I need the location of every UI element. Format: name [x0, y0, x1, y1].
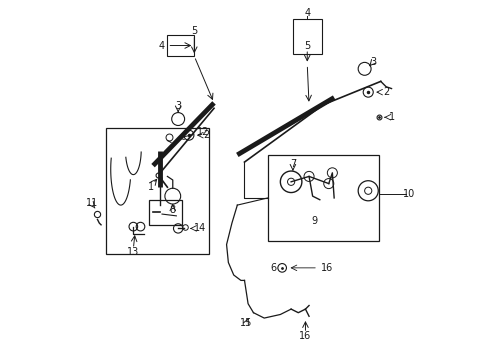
- Text: 1: 1: [387, 112, 394, 122]
- Text: 7: 7: [289, 159, 295, 169]
- Text: 11: 11: [86, 198, 98, 208]
- Text: 15: 15: [240, 319, 252, 328]
- Text: 5: 5: [304, 41, 310, 50]
- Text: 14: 14: [193, 224, 205, 233]
- Text: 8: 8: [169, 206, 176, 216]
- Text: 2: 2: [382, 87, 388, 97]
- Text: 1: 1: [148, 182, 154, 192]
- Text: 2: 2: [203, 130, 209, 140]
- Text: 10: 10: [403, 189, 415, 199]
- Text: 13: 13: [127, 247, 139, 257]
- Bar: [106, 128, 208, 253]
- Text: 12: 12: [197, 127, 209, 136]
- Text: 16: 16: [320, 263, 332, 273]
- Text: 16: 16: [299, 331, 311, 341]
- Bar: [292, 19, 321, 54]
- Text: 9: 9: [311, 216, 317, 226]
- Text: 6: 6: [269, 263, 276, 273]
- Text: 5: 5: [191, 26, 197, 36]
- Text: 3: 3: [175, 102, 181, 112]
- Text: 3: 3: [370, 57, 376, 67]
- Bar: [167, 35, 194, 56]
- Text: 4: 4: [159, 41, 165, 50]
- Text: 4: 4: [304, 8, 310, 18]
- Bar: [149, 200, 182, 225]
- Bar: [267, 155, 378, 241]
